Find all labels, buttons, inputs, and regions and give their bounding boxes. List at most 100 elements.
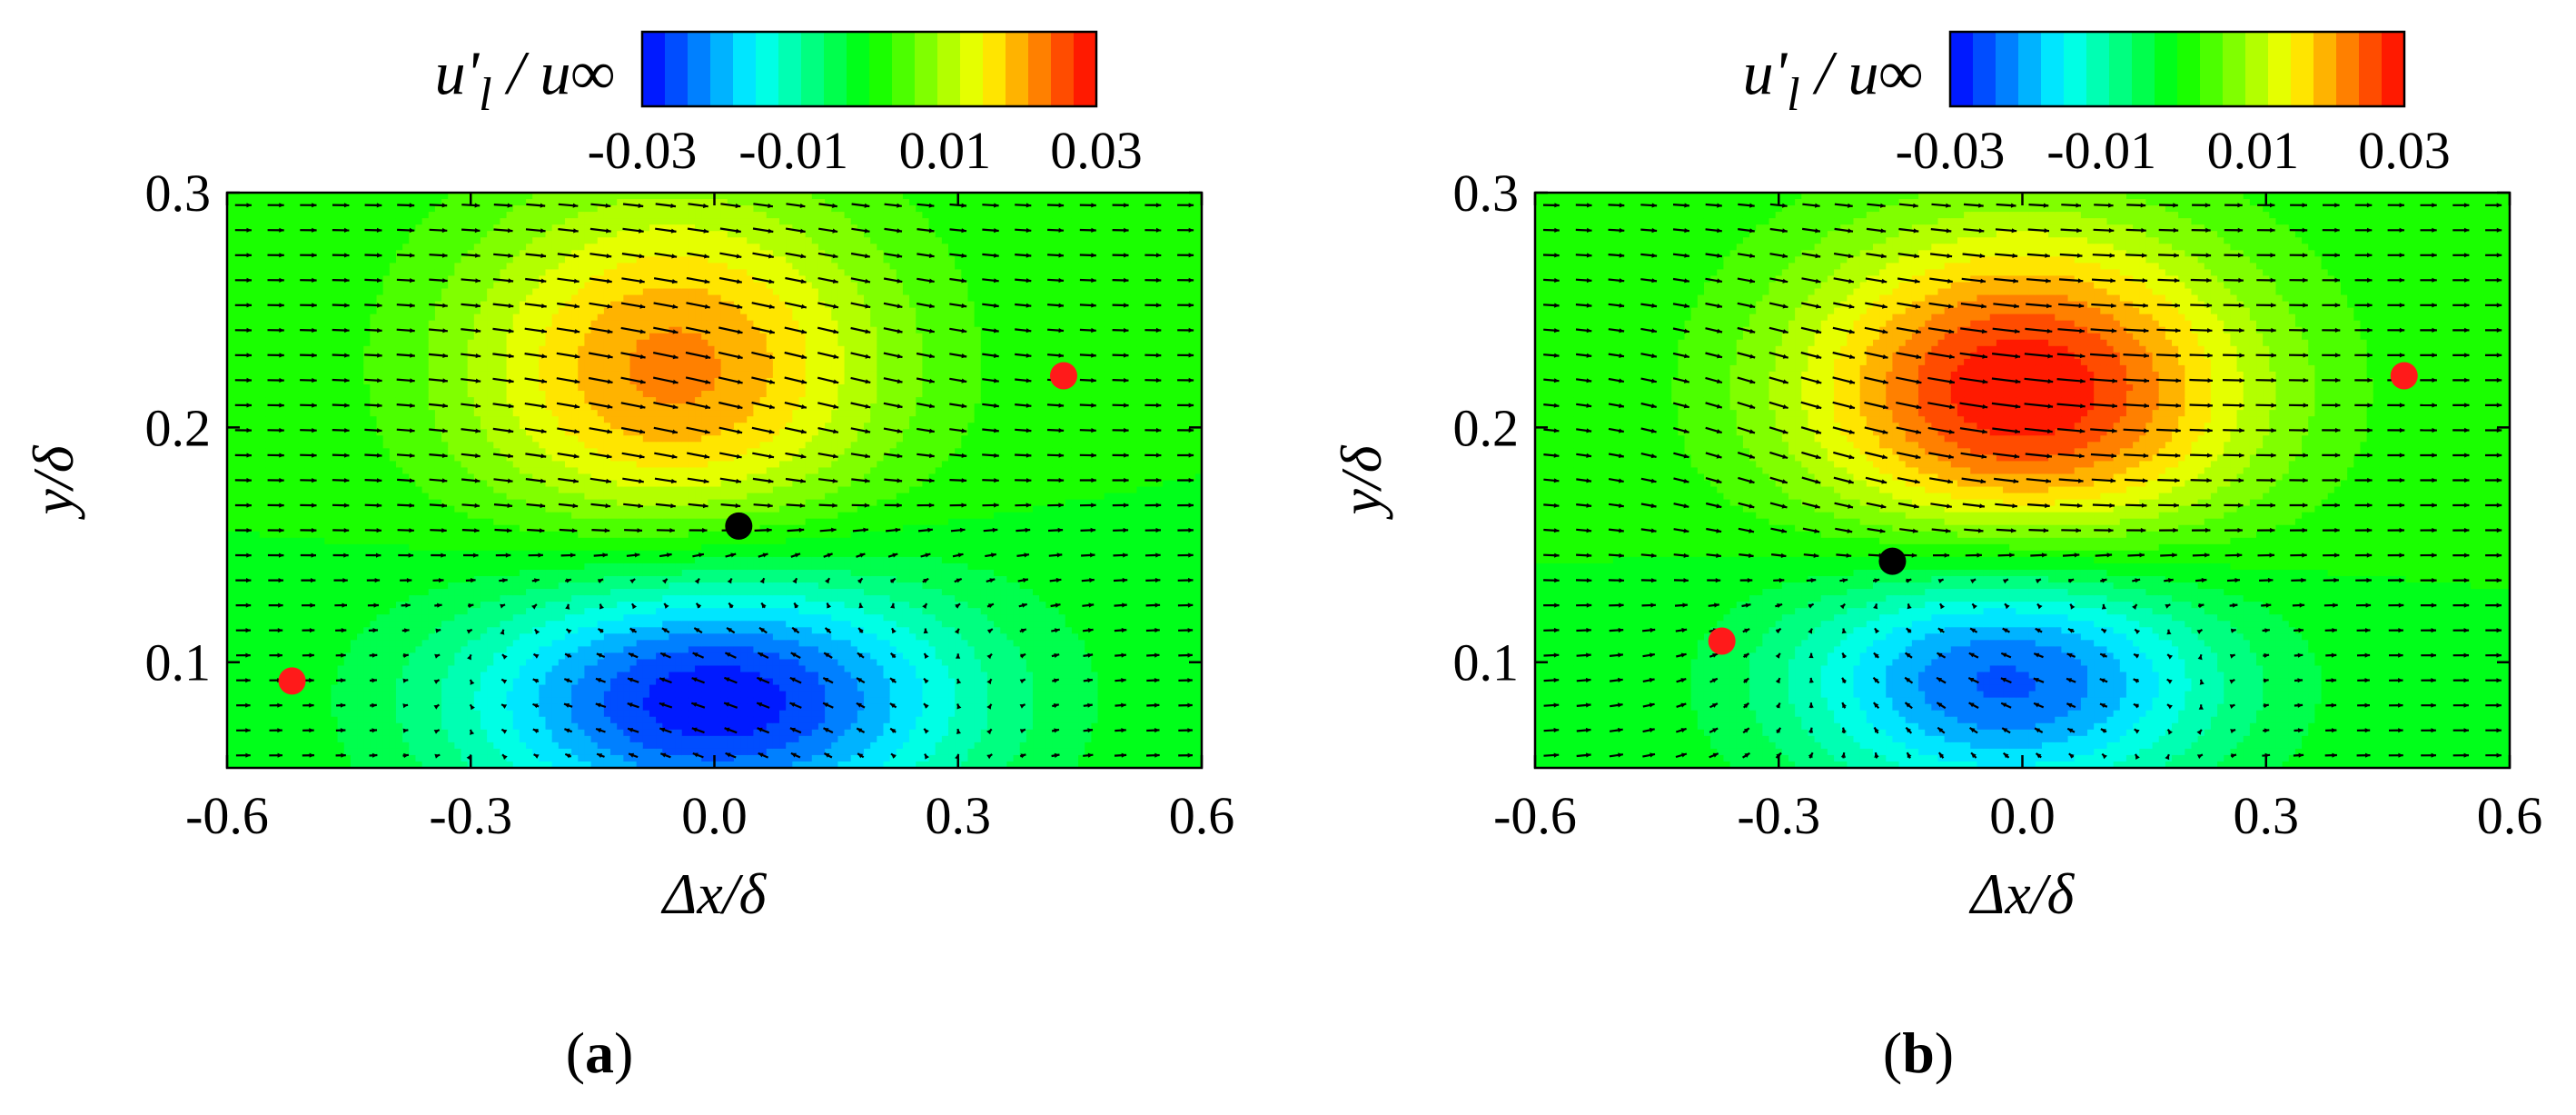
- vector-arrowhead: [596, 653, 602, 658]
- vector-arrowhead: [410, 428, 415, 433]
- vector-arrowhead: [541, 378, 547, 383]
- vector-arrowhead: [1717, 353, 1722, 359]
- vector-arrowhead: [2174, 278, 2180, 284]
- vector-arrowhead: [312, 353, 317, 358]
- vector-arrowhead: [2175, 328, 2181, 334]
- vector-arrowhead: [629, 752, 635, 758]
- vector-arrowhead: [312, 377, 317, 383]
- vector-arrowhead: [1618, 652, 1623, 658]
- vector-arrowhead: [2334, 477, 2341, 483]
- vector-arrowhead: [1683, 528, 1689, 533]
- vector-arrowhead: [2398, 602, 2404, 608]
- vector-arrowhead: [405, 602, 411, 608]
- vector-arrowhead: [1554, 553, 1560, 558]
- vector-arrowhead: [961, 228, 966, 234]
- vector-arrowhead: [1873, 652, 1879, 659]
- vector-arrowhead: [279, 503, 284, 508]
- vector-arrowhead: [309, 752, 314, 758]
- vector-arrowhead: [341, 628, 347, 633]
- vector-arrowhead: [769, 379, 775, 384]
- vector-arrowhead: [2463, 678, 2469, 683]
- vector-arrowhead: [1914, 479, 1920, 484]
- vector-arrowhead: [2036, 753, 2042, 759]
- vector-arrowhead: [433, 704, 440, 710]
- vector-arrowhead: [1680, 652, 1687, 658]
- black-marker-point: [1878, 547, 1907, 575]
- vector-arrowhead: [565, 753, 571, 759]
- vector-arrowhead: [2204, 553, 2210, 558]
- vector-arrowhead: [377, 303, 382, 308]
- vector-arrowhead: [1775, 678, 1780, 684]
- vector-arrowhead: [2270, 203, 2275, 208]
- vector-arrowhead: [2205, 527, 2211, 533]
- colorbar-segment: [2109, 32, 2133, 106]
- vector-arrowhead: [1154, 627, 1160, 633]
- vector-arrowhead: [889, 703, 896, 709]
- vector-arrowhead: [800, 279, 807, 284]
- vector-arrowhead: [2112, 353, 2117, 359]
- vector-arrowhead: [1553, 677, 1560, 683]
- vector-arrowhead: [735, 503, 741, 509]
- vector-arrowhead: [246, 578, 252, 583]
- vector-arrowhead: [1586, 253, 1592, 258]
- vector-arrowhead: [1553, 652, 1560, 658]
- vector-arrowhead: [691, 727, 698, 732]
- vector-arrowhead: [858, 628, 864, 633]
- vector-arrowhead: [340, 728, 346, 733]
- vector-arrowhead: [343, 528, 350, 533]
- vector-arrowhead: [2367, 353, 2373, 358]
- vector-arrowhead: [897, 353, 903, 359]
- vector-arrowhead: [344, 327, 350, 334]
- vector-arrowhead: [2463, 728, 2469, 733]
- vector-arrowhead: [571, 528, 578, 533]
- x-tick-label: 0.3: [2234, 786, 2300, 845]
- vector-arrowhead: [800, 254, 807, 259]
- vector-arrowhead: [2335, 377, 2341, 383]
- vector-arrowhead: [2076, 228, 2082, 234]
- vector-arrowhead: [2141, 503, 2147, 508]
- vector-arrowhead: [1749, 479, 1755, 484]
- vector-arrowhead: [606, 228, 611, 234]
- vector-arrowhead: [1188, 203, 1194, 208]
- vector-arrowhead: [897, 228, 902, 234]
- vector-arrowhead: [986, 703, 992, 710]
- vector-arrowhead: [801, 329, 807, 334]
- vector-arrowhead: [2364, 702, 2370, 708]
- vector-arrowhead: [1915, 454, 1921, 460]
- vector-arrowhead: [1021, 602, 1027, 608]
- vector-arrowhead: [832, 453, 838, 459]
- vector-arrowhead: [1782, 329, 1788, 334]
- vector-arrowhead: [2010, 203, 2016, 208]
- vector-arrowhead: [1882, 379, 1888, 384]
- vector-arrowhead: [1914, 254, 1919, 259]
- vector-arrowhead: [1683, 378, 1689, 383]
- vector-arrowhead: [857, 652, 863, 658]
- vector-arrowhead: [344, 453, 350, 458]
- vector-arrowhead: [541, 304, 547, 309]
- vector-arrowhead: [1058, 477, 1065, 483]
- vector-arrowhead: [277, 728, 282, 733]
- vector-arrowhead: [865, 478, 870, 483]
- vector-arrowhead: [858, 602, 864, 609]
- vector-arrowhead: [669, 528, 675, 533]
- vector-arrowhead: [2334, 453, 2341, 458]
- vector-arrowhead: [1716, 528, 1722, 533]
- colorbar-segment: [960, 32, 984, 106]
- vector-arrowhead: [468, 602, 474, 609]
- vector-arrowhead: [2398, 678, 2403, 683]
- vector-arrowhead: [639, 329, 646, 334]
- vector-arrowhead: [312, 277, 317, 283]
- vector-arrowhead: [1947, 503, 1952, 509]
- vector-arrowhead: [2165, 754, 2170, 761]
- vector-arrowhead: [2143, 328, 2149, 334]
- vector-arrowhead: [961, 203, 966, 208]
- vector-arrowhead: [1749, 379, 1756, 384]
- vector-arrowhead: [1815, 278, 1821, 284]
- colorbar-segment: [824, 32, 847, 106]
- colorbar-segment: [2245, 32, 2269, 106]
- vector-arrowhead: [2207, 403, 2213, 408]
- vector-arrowhead: [2237, 227, 2244, 233]
- vector-arrowhead: [961, 303, 967, 309]
- vector-arrowhead: [2464, 477, 2470, 483]
- vector-arrowhead: [604, 528, 610, 533]
